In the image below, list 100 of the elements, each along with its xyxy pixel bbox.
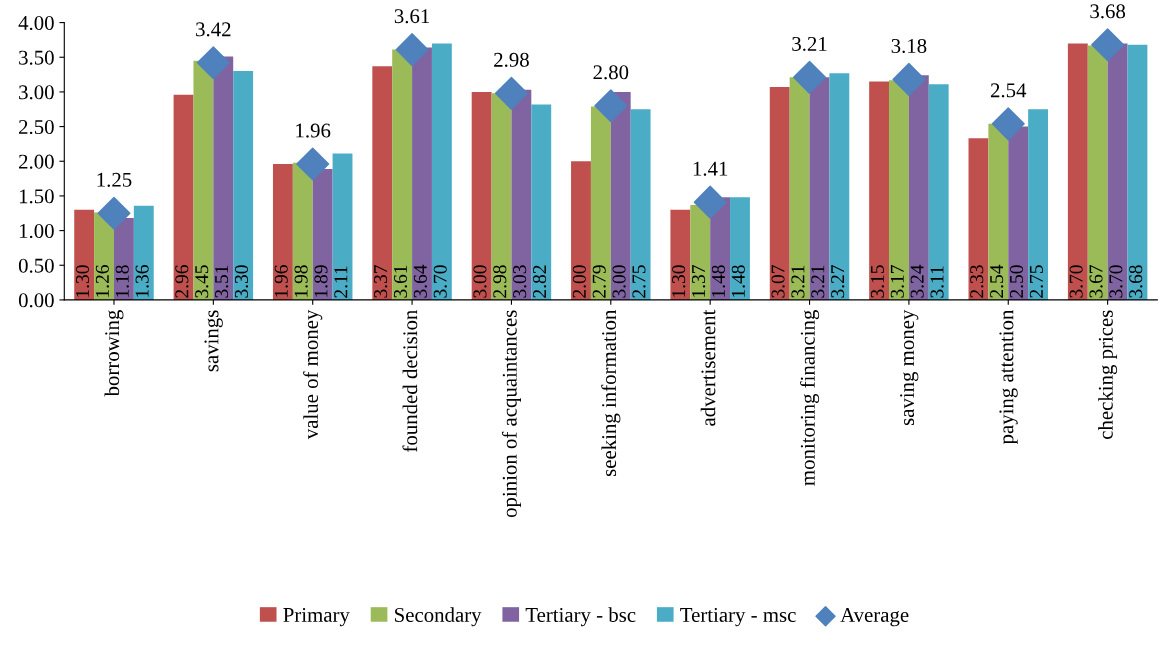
legend-label: Secondary <box>395 607 482 627</box>
data-label: 3.11 <box>930 266 944 298</box>
bar <box>670 209 691 300</box>
bar <box>928 84 949 300</box>
bar <box>332 153 353 300</box>
bar <box>1107 43 1128 300</box>
data-label: 2.54 <box>990 264 1004 298</box>
bar <box>1087 45 1108 300</box>
data-label: 3.03 <box>513 265 527 298</box>
y-tick-label: 2.50 <box>19 119 54 135</box>
data-label: 1.26 <box>95 265 109 297</box>
data-label: 3.68 <box>1090 4 1126 19</box>
data-label: 3.42 <box>196 22 231 37</box>
data-label: 1.41 <box>693 161 728 176</box>
point <box>494 76 528 110</box>
x-tick-label: founded decision <box>402 309 418 452</box>
data-label: 2.11 <box>334 266 348 298</box>
data-label: 2.54 <box>990 83 1027 98</box>
data-label: 2.79 <box>592 265 606 298</box>
data-label: 1.96 <box>274 265 288 297</box>
point <box>793 60 827 94</box>
bar <box>730 197 750 300</box>
bar <box>1028 109 1049 300</box>
data-label: 2.82 <box>532 265 547 298</box>
data-label: 2.33 <box>970 265 984 298</box>
data-label: 2.50 <box>1009 265 1024 298</box>
y-tick-label: 1.00 <box>19 223 54 239</box>
bar <box>173 94 194 300</box>
data-label: 1.37 <box>692 265 706 297</box>
data-label: 1.30 <box>75 265 90 297</box>
bar <box>908 75 929 300</box>
legend-label: Tertiary - msc <box>680 607 796 627</box>
data-label: 2.75 <box>1029 265 1044 298</box>
bar <box>511 89 532 300</box>
bar <box>74 209 95 300</box>
data-label: 1.36 <box>135 265 149 297</box>
bar <box>133 205 154 300</box>
data-label: 3.00 <box>473 265 487 298</box>
data-label: 3.67 <box>1089 265 1103 298</box>
data-label: 3.64 <box>413 264 427 298</box>
bar <box>869 81 890 300</box>
data-label: 2.98 <box>494 52 529 67</box>
data-label: 1.98 <box>294 265 308 297</box>
bar <box>471 91 492 300</box>
bar <box>571 161 591 300</box>
data-label: 3.21 <box>791 265 805 298</box>
data-label: 1.48 <box>711 265 726 297</box>
point <box>892 62 926 96</box>
y-tick-label: 2.00 <box>19 154 54 169</box>
x-tick-label: opinion of acquaintances <box>501 310 521 518</box>
x-tick-label: paying attention <box>999 309 1018 445</box>
data-label: 3.07 <box>771 265 785 298</box>
data-label: 3.18 <box>891 38 927 54</box>
point <box>97 196 131 230</box>
bar <box>988 123 1009 300</box>
bar <box>590 106 611 300</box>
data-label: 3.70 <box>433 265 447 298</box>
bar <box>312 168 333 300</box>
data-label: 2.96 <box>175 265 189 298</box>
y-tick-label: 3.00 <box>19 85 54 100</box>
bar <box>809 77 830 300</box>
y-tick-label: 1.50 <box>19 189 54 204</box>
data-label: 2.75 <box>632 265 646 298</box>
point <box>693 185 727 219</box>
bar <box>1127 44 1148 300</box>
data-label: 2.00 <box>572 265 586 298</box>
bar <box>412 47 432 300</box>
data-label: 3.00 <box>612 265 626 298</box>
point <box>991 107 1025 141</box>
x-tick-label: saving money <box>900 309 919 426</box>
x-tick-label: checking prices <box>1098 310 1118 440</box>
y-tick-label: 0.50 <box>18 258 54 273</box>
data-label: 3.51 <box>215 265 229 298</box>
bar <box>531 104 552 300</box>
bar <box>372 66 393 300</box>
bar <box>829 73 850 300</box>
legend-label: Primary <box>283 607 350 627</box>
x-tick-label: borrowing <box>104 310 124 397</box>
point <box>1091 28 1125 62</box>
bar <box>233 71 254 300</box>
point <box>296 147 330 181</box>
bar <box>889 80 909 300</box>
y-tick-label: 4.00 <box>18 15 54 31</box>
data-label: 3.27 <box>831 265 845 298</box>
bar <box>968 138 989 300</box>
x-tick-label: seeking information <box>601 309 621 476</box>
bar <box>1008 126 1029 300</box>
x-tick-label: savings <box>204 310 223 372</box>
y-tick-label: 0.00 <box>18 293 54 308</box>
x-tick-label: value of money <box>303 309 323 440</box>
data-label: 3.24 <box>910 264 924 298</box>
data-label: 1.18 <box>115 265 129 297</box>
bar <box>392 49 413 300</box>
bar <box>272 164 293 300</box>
data-label: 3.21 <box>811 265 825 298</box>
data-label: 3.37 <box>374 265 388 298</box>
data-label: 3.68 <box>1129 265 1143 298</box>
data-label: 3.21 <box>792 36 827 51</box>
legend-label: Tertiary - bsc <box>525 607 636 627</box>
legend-label: Average <box>840 608 909 627</box>
